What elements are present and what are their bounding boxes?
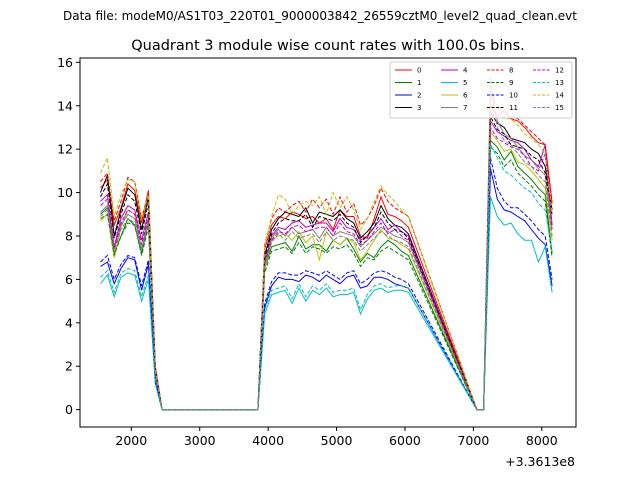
legend-label-0: 0 [417, 67, 421, 75]
legend-label-7: 7 [463, 104, 467, 112]
y-tick-label: 2 [65, 359, 73, 374]
legend-label-2: 2 [417, 92, 421, 100]
legend-label-11: 11 [509, 104, 518, 112]
y-tick-label: 12 [57, 142, 73, 157]
figure-suptitle: Data file: modeM0/AS1T03_220T01_90000038… [63, 9, 577, 23]
y-tick-label: 8 [65, 228, 73, 243]
chart-title: Quadrant 3 module wise count rates with … [131, 38, 525, 54]
x-tick-label: 6000 [389, 433, 421, 448]
axes-frame [79, 57, 577, 428]
series-line-15 [100, 86, 553, 411]
legend-label-10: 10 [509, 92, 518, 100]
legend-label-6: 6 [463, 92, 468, 100]
y-tick-label: 14 [57, 98, 73, 113]
x-tick-label: 7000 [457, 433, 489, 448]
legend-label-8: 8 [509, 67, 513, 75]
y-tick-label: 16 [57, 55, 73, 70]
x-tick-label: 4000 [252, 433, 284, 448]
series-line-5 [100, 196, 553, 411]
legend-label-1: 1 [417, 79, 421, 87]
series-line-8 [100, 92, 553, 411]
x-offset-label: +3.3613e8 [505, 454, 575, 469]
legend-label-14: 14 [555, 92, 564, 100]
axes: 2000 3000 4000 5000 6000 7000 8000024681012141… [57, 55, 577, 448]
x-tick-label: 2000 [115, 433, 147, 448]
legend-box [389, 61, 573, 119]
y-tick-label: 0 [65, 402, 73, 417]
series-line-13 [100, 142, 553, 411]
x-tick-label: 3000 [184, 433, 216, 448]
series-line-11 [100, 114, 553, 411]
legend-label-15: 15 [555, 104, 564, 112]
series-line-9 [100, 145, 553, 411]
x-tick-label: 8000 [526, 433, 558, 448]
legend-label-3: 3 [417, 104, 421, 112]
legend-label-12: 12 [555, 67, 564, 75]
legend-label-5: 5 [463, 79, 467, 87]
x-tick-label: 5000 [321, 433, 353, 448]
plot-area [100, 77, 553, 411]
legend-label-4: 4 [463, 67, 468, 75]
y-tick-label: 4 [65, 315, 73, 330]
y-tick-label: 6 [65, 272, 73, 287]
y-tick-label: 10 [57, 185, 73, 200]
legend-label-13: 13 [555, 79, 564, 87]
legend-label-9: 9 [509, 79, 513, 87]
